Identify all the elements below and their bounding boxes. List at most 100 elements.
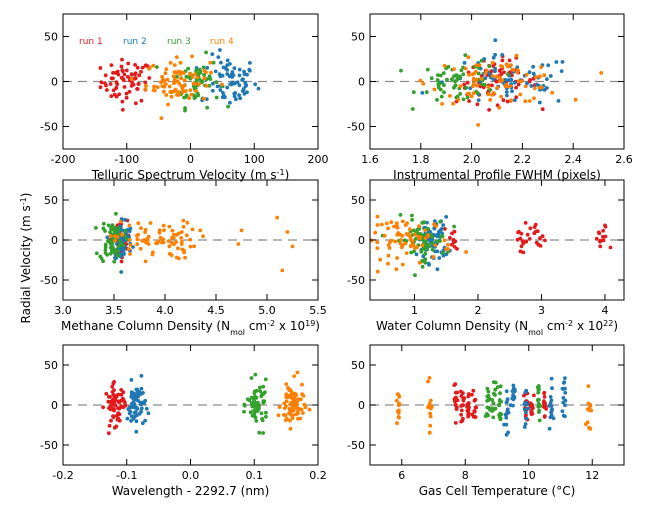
scatter-point [492,406,497,411]
scatter-point [275,215,280,220]
scatter-point [119,270,124,274]
scatter-point [453,390,458,395]
scatter-point [237,73,242,78]
scatter-point [144,406,149,411]
scatter-point [248,410,253,415]
scatter-point [228,62,232,66]
scatter-point [127,238,132,242]
scatter-point [524,388,529,393]
scatter-point [546,63,551,68]
scatter-point [103,229,107,233]
scatter-point [198,69,203,74]
scatter-point [234,97,238,102]
panel-gascell: 6 8 10 12 -50 0 50 Gas Cell Temperature (°C) [347,344,625,498]
y-tick-label: -50 [40,274,58,287]
scatter-point [155,85,160,90]
scatter-point [109,76,114,81]
scatter-point [438,219,443,224]
scatter-point [133,63,138,67]
scatter-point [542,391,546,396]
scatter-point [594,236,599,241]
scatter-point [389,220,394,225]
scatter-point [486,413,490,418]
scatter-point [547,426,552,431]
scatter-point [302,402,307,407]
scatter-point [293,401,298,406]
scatter-point [424,239,428,243]
scatter-point [443,227,447,231]
scatter-point [497,415,502,419]
scatter-point [512,98,517,102]
scatter-point [109,94,114,98]
scatter-point [410,218,414,222]
scatter-point [248,61,252,65]
scatter-point [412,249,416,254]
x-tick-label: 0 [187,153,194,166]
scatter-point [528,78,532,82]
scatter-point [484,68,489,73]
scatter-point [476,123,480,127]
scatter-point [259,394,264,399]
scatter-point [132,410,137,415]
scatter-point [121,396,125,401]
scatter-point [109,245,113,250]
scatter-point [123,229,128,234]
y-tick-label: 50 [351,359,365,372]
scatter-point [522,425,527,429]
scatter-point [134,419,139,424]
panel-wavelength: -0.2 -0.1 0.0 0.1 0.2 -50 0 50 Wavelength - 2292… [40,344,327,498]
scatter-point [133,71,138,76]
scatter-point [514,85,518,90]
scatter-point [438,81,442,86]
scatter-point [144,240,148,245]
y-tick-label: 50 [44,194,58,207]
scatter-point [462,82,467,87]
scatter-point [451,101,455,106]
scatter-point [108,407,113,412]
scatter-point [117,239,122,244]
scatter-point [436,73,440,77]
scatter-point [139,69,143,74]
scatter-point [486,92,491,97]
scatter-point [456,97,461,102]
scatter-point [214,80,219,84]
scatter-point [413,246,417,250]
scatter-point [586,384,591,388]
scatter-point [110,390,115,394]
scatter-point [404,251,409,256]
scatter-point [172,232,176,237]
scatter-point [164,93,169,97]
scatter-point [166,239,171,244]
scatter-point [435,98,439,102]
scatter-point [509,63,513,67]
scatter-point [123,400,127,405]
scatter-point [139,386,144,391]
scatter-point [542,415,547,419]
scatter-point [540,107,545,112]
scatter-point [519,79,524,84]
scatter-point [167,84,172,89]
scatter-point [418,78,423,83]
scatter-point [171,74,176,79]
scatter-point [527,70,532,75]
scatter-point [244,83,249,87]
y-tick-label: -50 [347,121,365,134]
x-tick-label: 4 [601,304,608,317]
scatter-point [536,384,541,388]
scatter-point [400,262,405,267]
scatter-point [431,255,436,259]
scatter-point [284,395,289,399]
legend-entry: run 4 [210,37,234,47]
scatter-point [601,238,606,243]
scatter-point [108,234,113,238]
x-axis-label: Water Column Density (Nmol cm-2 x 1022) [376,319,618,337]
scatter-point [465,80,470,85]
scatter-point [505,72,510,77]
x-tick-label: 4.0 [156,304,174,317]
y-axis-label: Radial Velocity (m s-1) [19,193,34,324]
scatter-point [498,384,503,389]
scatter-point [187,96,192,100]
scatter-point [162,79,167,84]
scatter-point [495,385,500,389]
scatter-point [282,406,287,410]
